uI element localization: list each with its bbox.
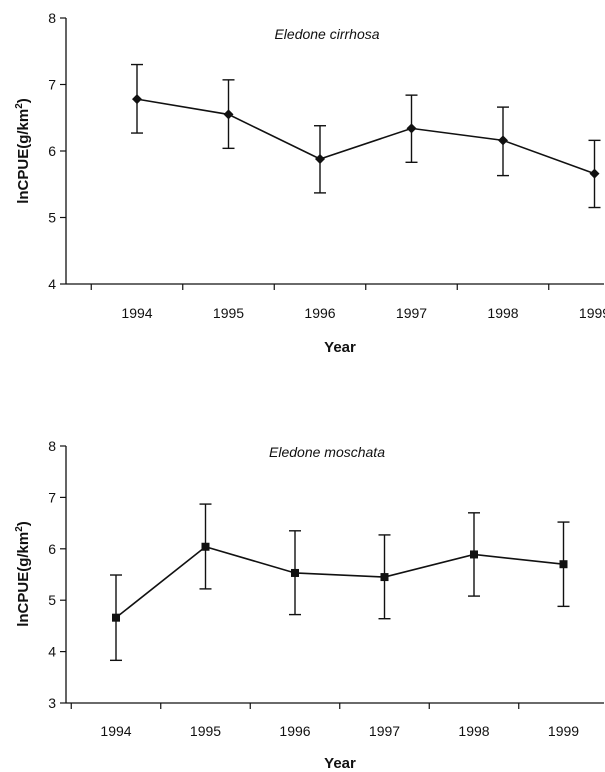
- y-tick-label: 6: [48, 143, 56, 159]
- chart-title: Eledone cirrhosa: [274, 26, 379, 42]
- x-tick-label: 1994: [100, 723, 131, 739]
- y-tick-label: 3: [48, 695, 56, 711]
- x-tick-label: 1998: [487, 305, 518, 321]
- data-markers: [112, 542, 568, 622]
- data-point-marker: [223, 109, 234, 120]
- error-bars: [110, 503, 570, 662]
- x-tick-label: 1995: [190, 723, 221, 739]
- x-ticks: 1994 1995 1996 1997 1998 1999: [90, 284, 605, 321]
- y-ticks: 3 4 5 6 7 8: [48, 438, 66, 711]
- series-line: [136, 98, 595, 175]
- error-bars: [131, 63, 601, 209]
- data-point-marker: [559, 560, 568, 569]
- data-point-marker: [406, 123, 417, 134]
- x-tick-label: 1997: [396, 305, 427, 321]
- x-tick-label: 1999: [579, 305, 605, 321]
- y-tick-label: 6: [48, 541, 56, 557]
- data-point-marker: [589, 168, 600, 179]
- data-point-marker: [291, 568, 299, 577]
- y-tick-label: 7: [48, 77, 56, 93]
- y-axis-title-close: ): [15, 98, 32, 103]
- x-tick-label: 1998: [458, 723, 489, 739]
- data-point-marker: [498, 135, 508, 146]
- y-tick-label: 8: [48, 438, 56, 454]
- y-axis-title-close: ): [15, 521, 32, 526]
- x-axis-title: Year: [324, 339, 356, 356]
- data-point-marker: [380, 573, 389, 582]
- y-tick-label: 5: [48, 210, 56, 226]
- series-line: [115, 545, 564, 619]
- y-axis-title-superscript: 2: [14, 526, 25, 532]
- x-tick-label: 1997: [369, 723, 400, 739]
- y-tick-label: 4: [48, 644, 56, 660]
- y-tick-label: 4: [48, 276, 56, 292]
- y-tick-label: 5: [48, 592, 56, 608]
- data-point-marker: [201, 542, 210, 551]
- y-axis-title-main: lnCPUE(g/km: [15, 109, 32, 204]
- y-tick-label: 8: [48, 10, 56, 26]
- y-axis-title-superscript: 2: [14, 103, 25, 109]
- y-axis-title: lnCPUE(g/km2): [14, 98, 32, 204]
- chart-title: Eledone moschata: [269, 444, 385, 460]
- y-axis-title-main: lnCPUE(g/km: [15, 532, 32, 627]
- data-point-marker: [470, 550, 478, 559]
- x-tick-label: 1999: [548, 723, 579, 739]
- x-axis-title: Year: [324, 755, 356, 772]
- x-tick-label: 1996: [304, 305, 335, 321]
- y-tick-label: 7: [48, 489, 56, 505]
- x-tick-label: 1994: [121, 305, 152, 321]
- x-tick-label: 1996: [279, 723, 310, 739]
- x-tick-label: 1995: [213, 305, 244, 321]
- x-ticks: 1994 1995 1996 1997 1998 1999: [70, 703, 579, 739]
- chart-eledone-moschata: 3 4 5 6 7 8 1994 1995 1996 1997 1998 1999 Eledone …: [14, 438, 604, 772]
- data-point-marker: [112, 613, 120, 622]
- data-point-marker: [315, 153, 325, 164]
- chart-eledone-cirrhosa: 4 5 6 7 8 1994 1995 1996 1997 1998 1999 Eledone c…: [14, 10, 605, 356]
- data-point-marker: [132, 94, 142, 105]
- data-markers: [132, 94, 600, 179]
- y-ticks: 4 5 6 7 8: [48, 10, 66, 292]
- y-axis-title: lnCPUE(g/km2): [14, 521, 32, 627]
